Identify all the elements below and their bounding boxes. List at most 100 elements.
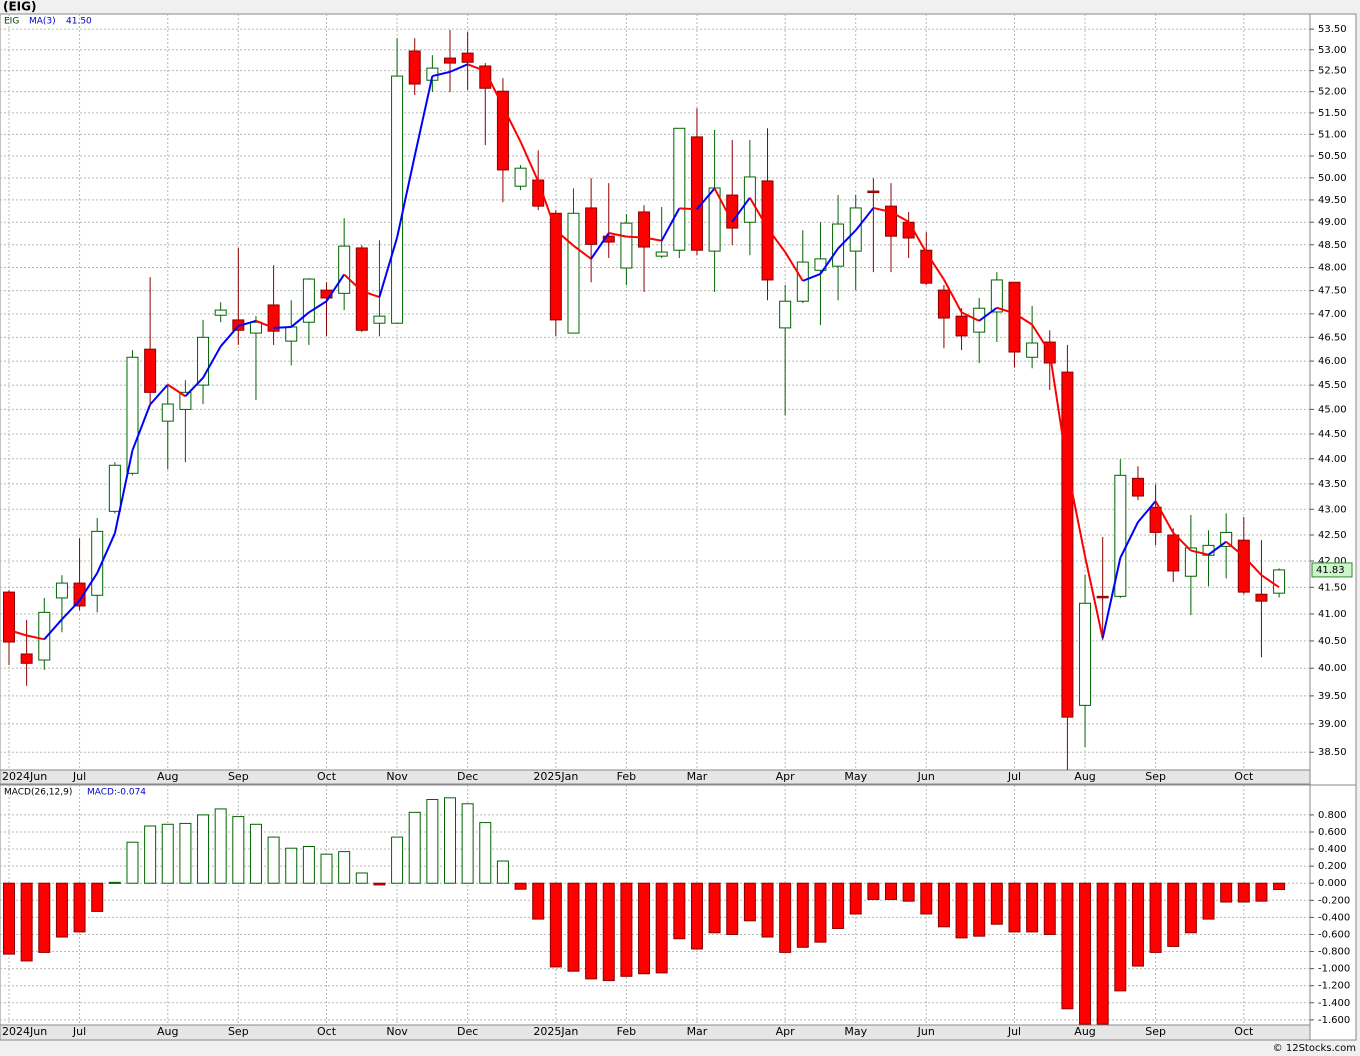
y-tick-label: -0.600 [1318,929,1350,940]
x-tick-label: May [844,770,867,783]
x-tick-label: Oct [1234,770,1254,783]
macd-bar [673,882,686,940]
macd-bar [937,882,950,928]
macd-panel [0,785,1310,1025]
candle-body [1184,547,1197,577]
macd-bar [91,882,104,912]
ma-segment [643,236,662,242]
x-tick-label: Sep [1145,770,1166,783]
macd-bar [302,845,315,884]
y-tick-label: 39.00 [1318,719,1347,730]
macd-bar [426,799,439,884]
x-axis-strip [0,1024,1311,1041]
y-tick-label: -0.800 [1318,947,1350,958]
candle-body [144,348,157,393]
macd-bar [902,882,915,902]
candle-body [673,127,686,251]
candle-body [479,65,492,89]
x-tick-label: Sep [228,770,249,783]
macd-bar [179,822,192,884]
y-tick-label: 40.00 [1318,663,1347,674]
ma-segment [96,533,116,574]
candle-body [1096,595,1109,599]
candle-body [920,249,933,284]
x-tick-label: Oct [317,770,337,783]
macd-bar [144,825,157,884]
macd-bar [1220,882,1233,903]
y-tick-label: 48.00 [1318,263,1347,274]
candle-body [1255,593,1268,602]
ma-segment [290,311,310,328]
y-tick-label: 39.50 [1318,691,1347,702]
x-tick-label: Aug [157,770,178,783]
y-tick-label: 47.00 [1318,309,1347,320]
ma-segment [131,404,152,451]
y-tick-label: 0.400 [1318,844,1347,855]
candle-body [1273,569,1286,594]
candle-body [249,321,262,334]
ma-segment [978,306,998,322]
y-tick-label: 47.50 [1318,286,1347,297]
macd-bar [461,803,474,884]
ma-segment [113,450,134,534]
candle-body [690,136,703,251]
x-tick-label: Jun [917,770,935,783]
ma-segment [343,273,363,292]
candle-body [461,52,474,63]
x-tick-label: 2025Jan [533,770,578,783]
last-price-label: 41.83 [1316,565,1345,576]
macd-bar [567,882,580,972]
ma-segment [167,383,186,398]
macd-bar [1096,882,1109,1025]
x-tick-label: Mar [687,770,708,783]
macd-bar [832,882,845,929]
ma-segment [1154,500,1175,534]
macd-bar [126,841,139,884]
ma-segment [378,237,399,298]
ma-segment [1066,467,1087,557]
ma-segment [308,300,328,314]
ma-segment [26,634,45,641]
candle-body [355,247,368,331]
y-tick-label: 41.00 [1318,609,1347,620]
macd-bar [638,882,651,975]
y-tick-label: -0.200 [1318,895,1350,906]
macd-bar [726,882,739,935]
macd-bar [585,882,598,980]
macd-bar [814,882,827,943]
candle-body [338,245,351,294]
macd-bar [391,836,404,884]
y-tick-label: 43.50 [1318,479,1347,490]
candle-body [1061,371,1074,718]
ma-segment [572,244,592,260]
candle-body [73,582,86,607]
ma-segment [626,235,645,239]
candle-body [585,207,598,245]
ma-segment [8,629,27,637]
macd-bar [73,882,86,933]
macd-bar [1008,882,1021,933]
y-tick-label: 44.50 [1318,429,1347,440]
y-tick-label: 50.00 [1318,173,1347,184]
candle-body [1220,531,1233,547]
ma-segment [1101,557,1122,639]
ma-segment [555,229,575,247]
candle-body [990,279,1003,313]
ma-segment [873,206,892,213]
macd-bar [285,847,298,884]
ma-segment [679,207,698,211]
y-tick-label: 49.00 [1318,217,1347,228]
macd-bar [955,882,968,939]
y-tick-label: -1.200 [1318,981,1350,992]
y-tick-label: 50.50 [1318,151,1347,162]
candle-body [267,304,280,332]
x-tick-label: 2025Jan [533,1025,578,1038]
candle-body [549,212,562,321]
price-panel [0,14,1310,770]
candle-body [214,309,227,316]
ma-segment [1172,532,1192,552]
ma-segment [184,377,204,397]
x-tick-label: Feb [617,1025,636,1038]
candle-body [302,278,315,323]
macd-bar [355,872,368,884]
